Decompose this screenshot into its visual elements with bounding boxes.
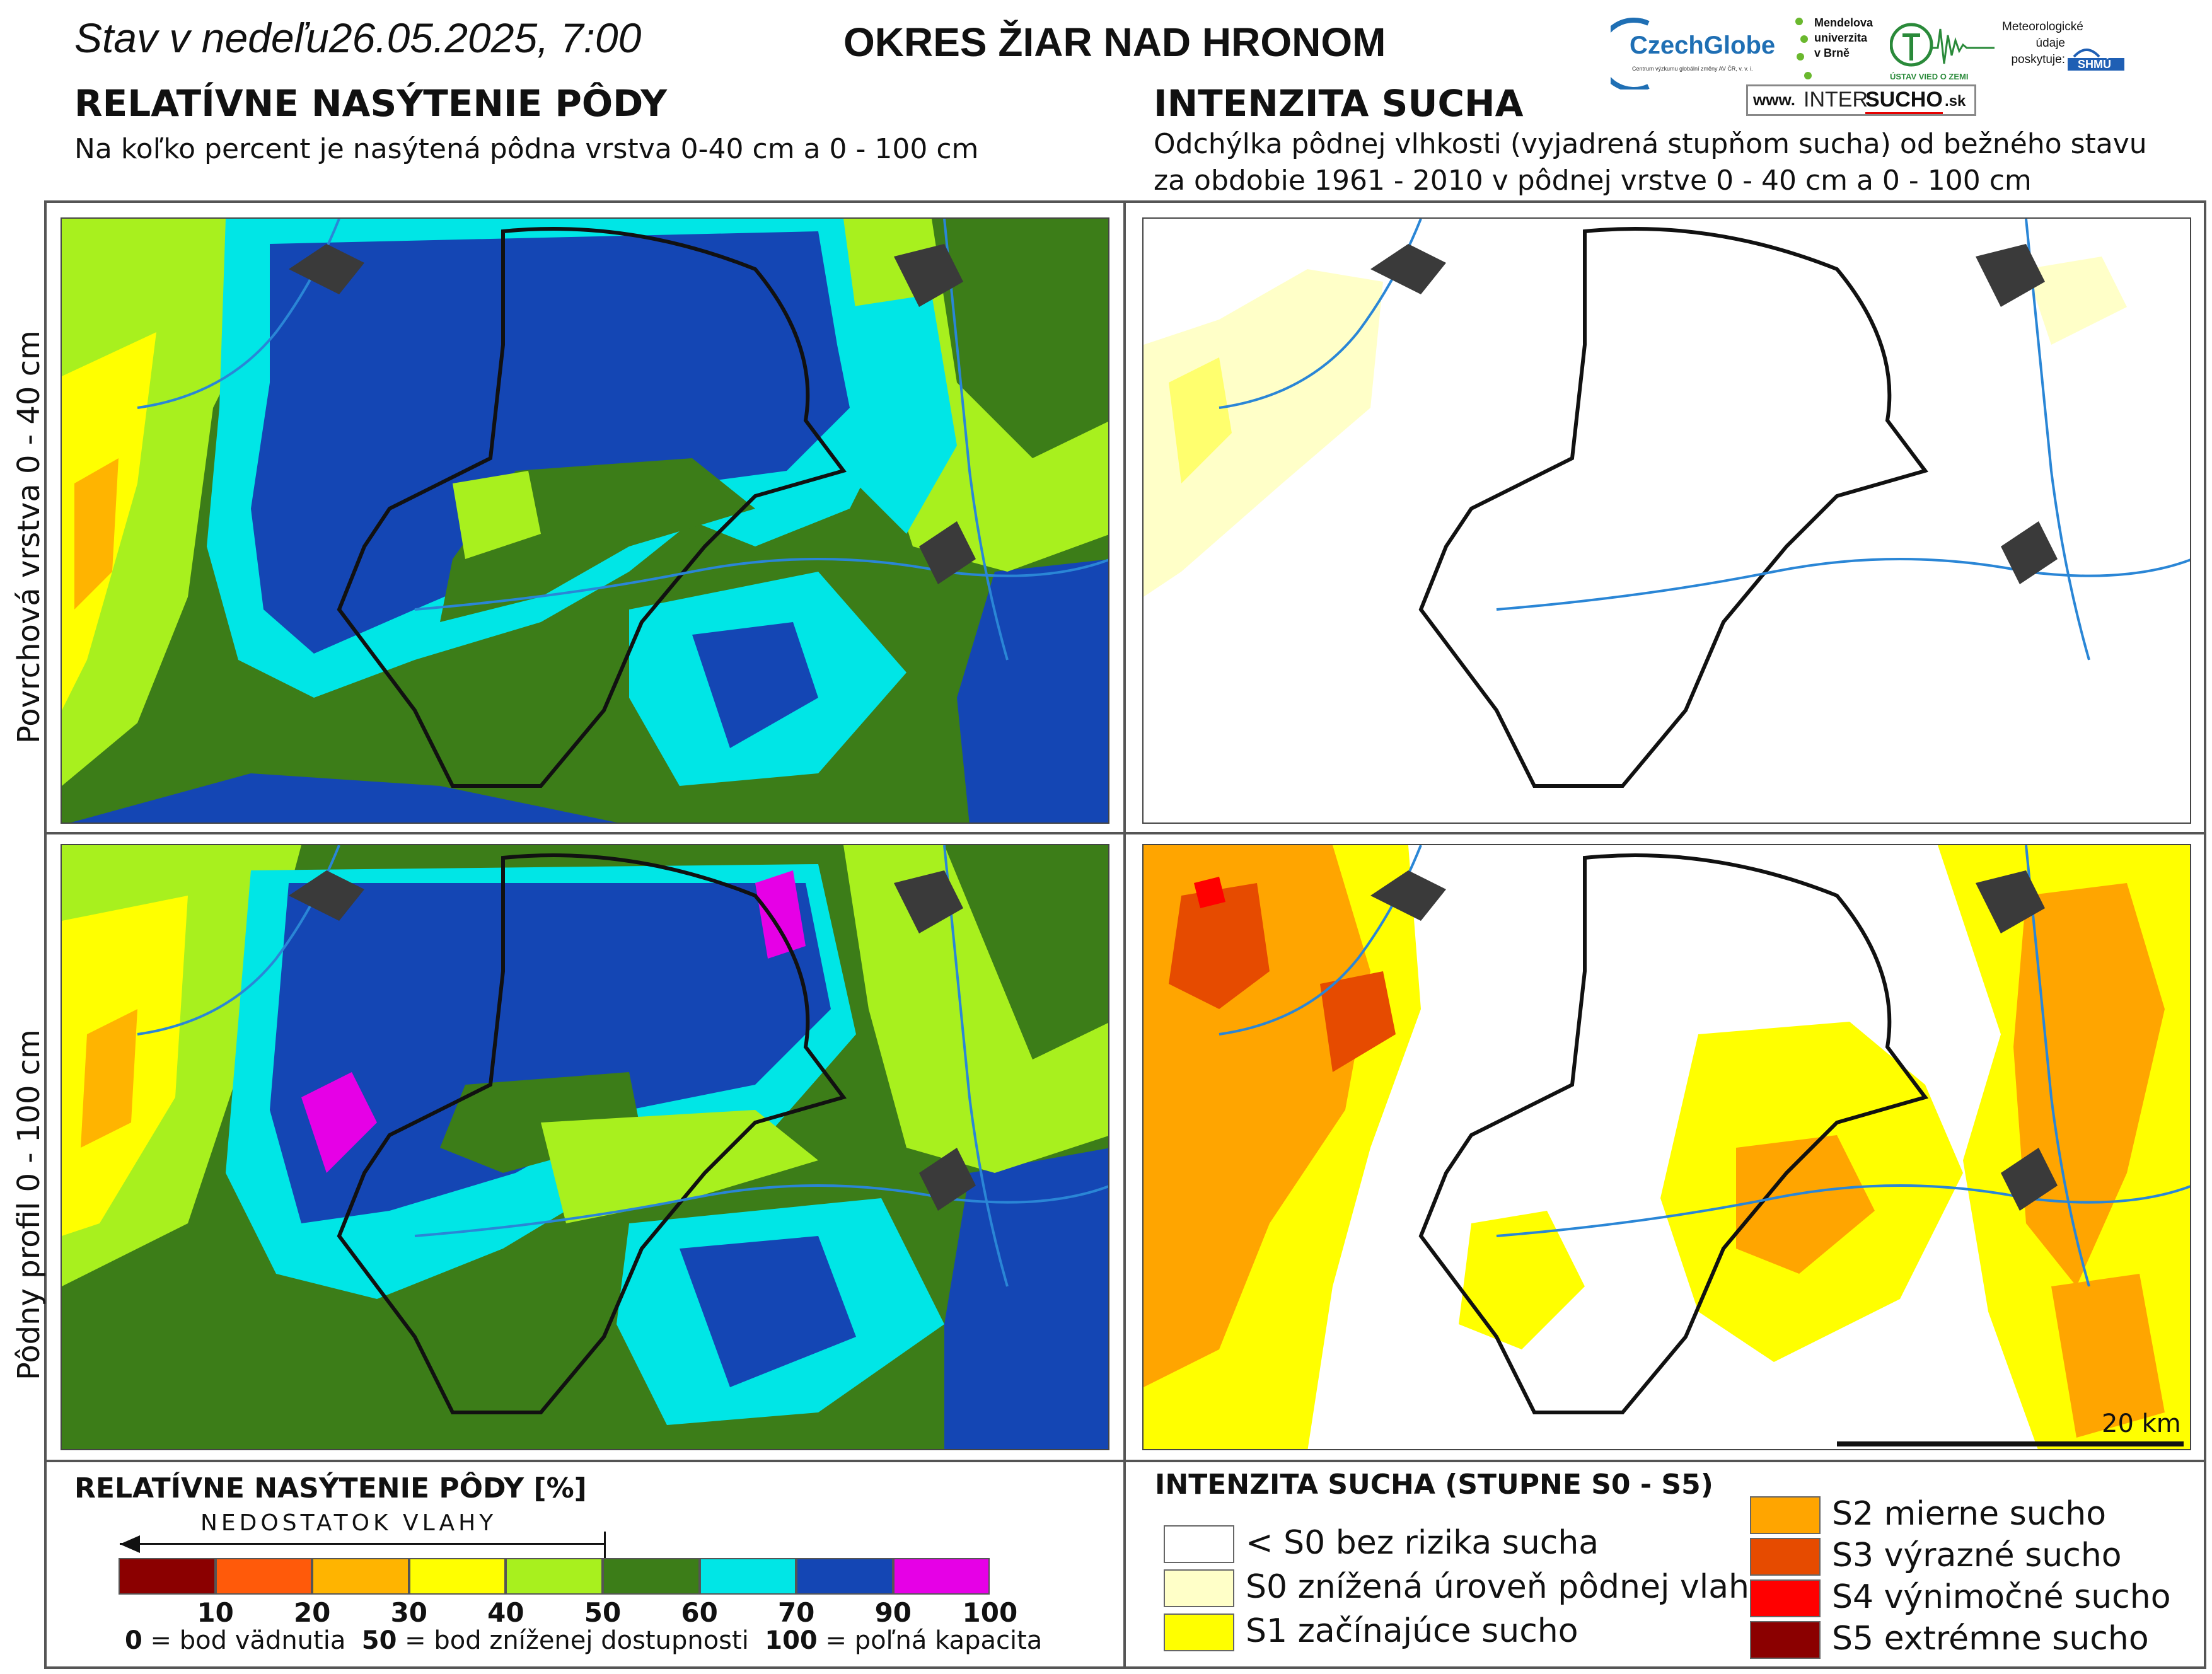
legend-swatch: [1164, 1569, 1234, 1607]
colorbar-swatch: [603, 1558, 700, 1595]
legend-label: S5 extrémne sucho: [1832, 1620, 2149, 1658]
legend-swatch: [1164, 1525, 1234, 1563]
map-drought-topsoil: [1142, 217, 2191, 824]
legend-label: S0 znížená úroveň pôdnej vlahy: [1246, 1568, 1769, 1606]
map-saturation-profile: [61, 844, 1109, 1450]
legend-swatch: [1750, 1496, 1821, 1534]
colorbar-tick-label: 100: [962, 1597, 1018, 1628]
legend-swatch: [1750, 1538, 1821, 1576]
mendel-logo: Mendelova univerzita v Brně: [1789, 14, 1884, 96]
row-label-bottom: Pôdny profil 0 - 100 cm: [11, 1029, 47, 1380]
saturation-profile-map: [62, 845, 1108, 1449]
map-drought-profile: 20 km: [1142, 844, 2191, 1450]
czechglobe-subtitle: Centrum výzkumu globální změny AV ČR, v.…: [1632, 66, 1753, 72]
shmu-icon: [2068, 49, 2124, 71]
czechglobe-name: CzechGlobe: [1630, 32, 1776, 59]
colorbar-swatch: [506, 1558, 603, 1595]
colorbar-swatch: [119, 1558, 216, 1595]
drought-title: INTENZITA SUCHA: [1154, 82, 1524, 125]
shmu-logo: SHMÚ: [2068, 43, 2124, 72]
arrow-label: NEDOSTATOK VLAHY: [200, 1510, 497, 1536]
arrow-line: [120, 1543, 605, 1545]
colorbar-swatch: [796, 1558, 893, 1595]
legend-swatch: [1750, 1579, 1821, 1617]
arrow-end-tick: [604, 1532, 606, 1558]
colorbar-tick-label: 50: [584, 1597, 622, 1628]
ustav-name: ÚSTAV VIED O ZEMI: [1890, 72, 1969, 81]
drought-legend-title: INTENZITA SUCHA (STUPNE S0 - S5): [1155, 1469, 1713, 1501]
scale-bar-label: 20 km: [2102, 1409, 2181, 1438]
meteo-provider-text: Meteorologické údaje poskytuje:: [2002, 20, 2083, 66]
arrow-left-icon: [120, 1535, 140, 1553]
colorbar-tick-label: 70: [777, 1597, 815, 1628]
ustav-logo: ÚSTAV VIED O ZEMI: [1889, 16, 1997, 86]
saturation-note: 0 = bod vädnutia 50 = bod zníženej dostu…: [125, 1626, 1043, 1655]
intersucho-logo: www. INTER SUCHO .sk: [1746, 84, 1976, 116]
seismograph-icon: [1889, 23, 1995, 67]
legend-divider: [44, 1460, 2206, 1462]
colorbar-tick-label: 90: [874, 1597, 912, 1628]
legend-label: < S0 bez rizika sucha: [1246, 1524, 1599, 1562]
legend-label: S1 začínajúce sucho: [1246, 1612, 1578, 1650]
legend-label: S3 výrazné sucho: [1832, 1537, 2122, 1574]
colorbar-tick-label: 30: [390, 1597, 428, 1628]
saturation-title: RELATÍVNE NASÝTENIE PÔDY: [74, 82, 668, 125]
colorbar-swatch: [215, 1558, 313, 1595]
mendel-name: Mendelova univerzita v Brně: [1814, 16, 1873, 59]
colorbar-tick-label: 20: [293, 1597, 331, 1628]
legend-swatch: [1164, 1613, 1234, 1651]
saturation-topsoil-map: [62, 219, 1108, 823]
colorbar-swatch: [699, 1558, 797, 1595]
saturation-legend-title: RELATÍVNE NASÝTENIE PÔDY [%]: [74, 1472, 587, 1504]
date-status: Stav v nedeľu26.05.2025, 7:00: [74, 14, 642, 61]
colorbar-tick-label: 10: [197, 1597, 234, 1628]
colorbar-swatch: [408, 1558, 506, 1595]
czechglobe-logo: CzechGlobe Centrum výzkumu globální změn…: [1597, 14, 1793, 92]
legend-label: S4 výnimočné sucho: [1832, 1578, 2171, 1616]
shmu-text: SHMÚ: [2078, 58, 2111, 71]
drought-topsoil-map: [1144, 219, 2190, 823]
district-title: OKRES ŽIAR NAD HRONOM: [843, 20, 1386, 65]
vertical-divider: [1123, 200, 1126, 1669]
drought-profile-map: [1144, 845, 2190, 1449]
legend-swatch: [1750, 1621, 1821, 1659]
colorbar-swatch: [312, 1558, 409, 1595]
row-divider: [44, 832, 2206, 834]
colorbar-swatch: [893, 1558, 990, 1595]
colorbar-tick-label: 60: [681, 1597, 718, 1628]
colorbar-tick-label: 40: [487, 1597, 524, 1628]
map-saturation-topsoil: [61, 217, 1109, 824]
legend-label: S2 mierne sucho: [1832, 1495, 2107, 1533]
row-label-top: Povrchová vrstva 0 - 40 cm: [11, 330, 47, 744]
drought-subtitle: Odchýlka pôdnej vlhkosti (vyjadrená stup…: [1154, 128, 2147, 197]
saturation-subtitle: Na koľko percent je nasýtená pôdna vrstv…: [74, 133, 979, 165]
